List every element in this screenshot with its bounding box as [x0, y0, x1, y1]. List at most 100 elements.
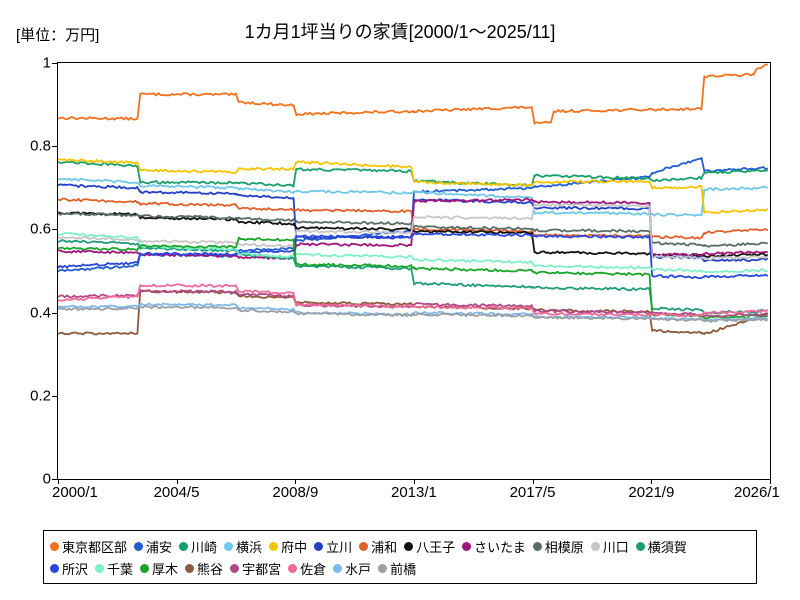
- legend-item[interactable]: 所沢: [50, 559, 88, 578]
- legend-marker-icon: [532, 541, 542, 551]
- x-tick-mark: [770, 479, 771, 484]
- y-tick-label: 0.8: [30, 137, 51, 155]
- series-line: [58, 202, 769, 261]
- x-tick-label: 2008/9: [272, 484, 319, 501]
- legend-label: 厚木: [152, 561, 179, 577]
- x-tick-mark: [58, 479, 59, 484]
- legend-item[interactable]: 佐倉: [288, 559, 326, 578]
- legend-item[interactable]: 府中: [269, 537, 307, 556]
- legend-label: 東京都区部: [62, 539, 128, 555]
- x-tick-label: 2013/1: [391, 484, 437, 501]
- y-tick-label: 1: [42, 54, 51, 72]
- x-tick-label: 2017/5: [509, 484, 556, 501]
- legend-item[interactable]: 川口: [590, 537, 629, 556]
- chart-title: 1カ月1坪当りの家賃[2000/1〜2025/11]: [244, 22, 556, 42]
- series-line: [58, 289, 769, 318]
- legend-marker-icon: [269, 541, 279, 551]
- legend-label: 佐倉: [300, 561, 327, 577]
- legend-item[interactable]: 水戸: [333, 559, 371, 578]
- plot-area: [57, 62, 771, 480]
- legend-label: 浦和: [371, 539, 398, 555]
- legend-marker-icon: [134, 541, 144, 551]
- legend-item[interactable]: 八王子: [404, 537, 455, 556]
- legend-item[interactable]: 立川: [314, 537, 352, 556]
- legend-label: 千葉: [107, 561, 134, 577]
- legend-label: 水戸: [345, 561, 372, 577]
- legend-item[interactable]: 横浜: [224, 537, 262, 556]
- legend-marker-icon: [462, 541, 472, 551]
- unit-label: [単位：万円]: [16, 27, 100, 44]
- x-tick-label: 2021/9: [628, 484, 675, 501]
- legend-label: 横浜: [236, 539, 263, 555]
- series-line: [58, 197, 769, 240]
- x-tick-label: 2000/1: [52, 484, 98, 501]
- legend-label: 立川: [326, 539, 353, 555]
- legend-label: 熊谷: [197, 561, 224, 577]
- legend-marker-icon: [590, 541, 600, 551]
- legend-item[interactable]: 横須賀: [635, 537, 687, 556]
- legend-label: 八王子: [416, 539, 456, 555]
- x-tick-label: 2004/5: [153, 484, 200, 501]
- y-tick-label: 0: [42, 470, 51, 488]
- legend-marker-icon: [359, 541, 369, 551]
- legend-item[interactable]: 前橋: [378, 559, 416, 578]
- y-tick-mark: [52, 395, 57, 397]
- legend-label: 横須賀: [647, 539, 687, 555]
- x-tick-mark: [532, 479, 534, 484]
- legend-marker-icon: [404, 541, 414, 551]
- legend-label: 府中: [281, 539, 308, 555]
- legend-marker-icon: [179, 541, 189, 551]
- legend-item[interactable]: 宇都宮: [230, 559, 281, 578]
- legend-marker-icon: [140, 563, 150, 573]
- y-tick-mark: [52, 479, 57, 480]
- legend-item[interactable]: 浦安: [134, 537, 172, 556]
- legend-label: 川口: [602, 539, 629, 555]
- series-canvas: [58, 63, 769, 336]
- x-tick-mark: [414, 479, 415, 484]
- legend-item[interactable]: 相模原: [532, 537, 584, 556]
- legend-row: 所沢 千葉 厚木 熊谷 宇都宮 佐倉 水戸 前橋: [50, 557, 750, 579]
- legend-item[interactable]: 熊谷: [185, 559, 223, 578]
- legend-marker-icon: [224, 541, 234, 551]
- x-tick-mark: [295, 479, 297, 484]
- y-tick-mark: [52, 63, 57, 64]
- y-tick-label: 0.2: [30, 387, 51, 405]
- legend-item[interactable]: さいたま: [462, 537, 526, 556]
- legend-marker-icon: [50, 563, 59, 573]
- legend-item[interactable]: 浦和: [359, 537, 397, 556]
- x-tick-mark: [651, 479, 653, 484]
- legend-item[interactable]: 厚木: [140, 559, 178, 578]
- legend-marker-icon: [185, 563, 195, 573]
- legend-label: 浦安: [146, 539, 173, 555]
- series-line: [58, 177, 768, 217]
- x-tick-mark: [176, 479, 178, 484]
- legend-item[interactable]: 川崎: [179, 537, 217, 556]
- legend-item[interactable]: 千葉: [95, 559, 133, 578]
- series-line: [58, 304, 769, 323]
- legend-marker-icon: [378, 563, 388, 573]
- legend-label: さいたま: [474, 539, 526, 555]
- legend-marker-icon: [230, 563, 240, 573]
- y-tick-mark: [52, 312, 57, 314]
- legend-label: 所沢: [62, 561, 89, 577]
- series-line: [58, 232, 769, 280]
- series-line: [58, 232, 769, 274]
- y-tick-label: 0.4: [30, 304, 51, 322]
- legend-item[interactable]: 東京都区部: [50, 537, 127, 556]
- x-tick-label: 2026/1: [734, 484, 780, 501]
- legend-marker-icon: [333, 563, 343, 573]
- legend-marker-icon: [635, 541, 645, 551]
- legend-marker-icon: [50, 541, 59, 551]
- series-line: [58, 63, 768, 125]
- legend-row: 東京都区部 浦安 川崎 横浜 府中 立川 浦和 八王子 さいたま 相模原 川口 横須賀: [50, 535, 750, 557]
- y-tick-label: 0.6: [30, 220, 51, 238]
- legend-label: 宇都宮: [242, 561, 282, 577]
- legend-marker-icon: [95, 563, 105, 573]
- y-tick-mark: [52, 229, 57, 231]
- legend-label: 前橋: [390, 561, 417, 577]
- legend-marker-icon: [288, 563, 298, 573]
- series-line: [58, 158, 769, 215]
- legend-label: 川崎: [191, 539, 218, 555]
- legend: 東京都区部 浦安 川崎 横浜 府中 立川 浦和 八王子 さいたま 相模原 川口 横須賀所沢 千葉 厚木 熊谷…: [43, 530, 757, 584]
